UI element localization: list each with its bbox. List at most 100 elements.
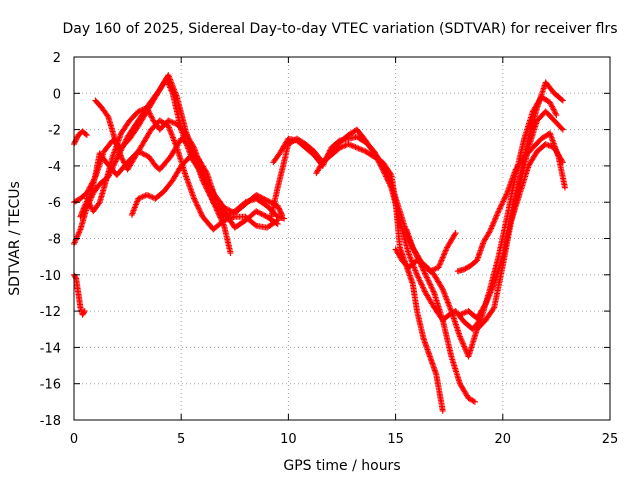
y-tick-label: 0 xyxy=(53,87,61,102)
data-point-marker xyxy=(424,275,431,282)
data-point-marker xyxy=(551,107,558,114)
data-point-marker xyxy=(255,209,262,216)
data-point-marker xyxy=(265,198,272,205)
data-point-marker xyxy=(203,168,210,175)
data-point-marker xyxy=(500,197,507,204)
data-point-marker xyxy=(193,199,200,206)
data-point-marker xyxy=(135,108,142,115)
data-point-marker xyxy=(436,263,443,270)
data-point-marker xyxy=(194,202,201,209)
data-point-marker xyxy=(377,162,384,169)
data-point-marker xyxy=(374,157,381,164)
data-point-marker xyxy=(425,278,432,285)
y-tick-label: -18 xyxy=(40,414,61,429)
data-point-marker xyxy=(483,299,490,306)
data-point-marker xyxy=(423,274,430,281)
data-point-marker xyxy=(442,248,449,255)
data-point-marker xyxy=(488,223,495,230)
data-point-marker xyxy=(165,117,172,124)
data-point-marker xyxy=(462,346,469,353)
data-point-marker xyxy=(430,288,437,295)
data-point-marker xyxy=(553,112,560,119)
data-point-marker xyxy=(427,282,434,289)
data-point-marker xyxy=(548,102,555,109)
data-point-marker xyxy=(443,246,450,253)
y-axis-label: SDTVAR / TECUs xyxy=(7,181,23,296)
data-point-marker xyxy=(458,336,465,343)
data-point-marker xyxy=(458,337,465,344)
data-point-marker xyxy=(95,200,102,207)
data-point-marker xyxy=(490,219,497,226)
data-point-marker xyxy=(545,142,552,149)
data-point-marker xyxy=(559,159,566,166)
data-point-marker xyxy=(211,201,218,208)
data-point-marker xyxy=(429,266,436,273)
y-tick-label: -4 xyxy=(48,160,61,175)
data-point-marker xyxy=(489,285,496,292)
data-point-marker xyxy=(168,118,175,125)
data-point-marker xyxy=(341,142,348,149)
data-point-marker xyxy=(139,106,146,113)
data-point-marker xyxy=(342,142,349,149)
data-point-marker xyxy=(420,267,427,274)
data-point-marker xyxy=(83,132,90,139)
data-point-marker xyxy=(171,119,178,126)
data-point-marker xyxy=(459,339,466,346)
data-point-marker xyxy=(421,287,428,294)
data-point-marker xyxy=(195,203,202,210)
data-point-marker xyxy=(486,290,493,297)
data-point-marker xyxy=(385,179,392,186)
data-point-marker xyxy=(136,107,143,114)
data-point-marker xyxy=(486,229,493,236)
data-point-marker xyxy=(442,247,449,254)
data-point-marker xyxy=(376,161,383,168)
data-point-marker xyxy=(275,204,282,211)
data-series xyxy=(128,153,219,218)
data-point-marker xyxy=(429,287,436,294)
data-point-marker xyxy=(348,142,355,149)
data-point-marker xyxy=(169,119,176,126)
data-point-marker xyxy=(498,202,505,209)
data-point-marker xyxy=(146,109,153,116)
data-point-marker xyxy=(421,270,428,277)
data-point-marker xyxy=(216,211,223,218)
data-point-marker xyxy=(118,153,125,160)
data-point-marker xyxy=(87,202,94,209)
data-point-marker xyxy=(257,210,264,217)
data-point-marker xyxy=(439,255,446,262)
data-point-marker xyxy=(461,343,468,350)
data-point-marker xyxy=(502,192,509,199)
data-point-marker xyxy=(354,144,361,151)
data-point-marker xyxy=(491,218,498,225)
data-point-marker xyxy=(387,183,394,190)
data-point-marker xyxy=(437,260,444,267)
chart-title: Day 160 of 2025, Sidereal Day-to-day VTE… xyxy=(62,21,617,37)
data-point-marker xyxy=(457,334,464,341)
data-point-marker xyxy=(273,218,280,225)
data-point-marker xyxy=(419,282,426,289)
y-tick-label: -8 xyxy=(48,233,61,248)
data-point-marker xyxy=(81,308,88,315)
data-point-marker xyxy=(119,156,126,163)
data-point-marker xyxy=(166,118,173,125)
data-point-marker xyxy=(435,264,442,271)
data-point-marker xyxy=(356,145,363,152)
data-point-marker xyxy=(485,293,492,300)
data-point-marker xyxy=(71,139,78,146)
data-point-marker xyxy=(440,253,447,260)
data-point-marker xyxy=(420,285,427,292)
data-point-marker xyxy=(552,110,559,117)
data-series xyxy=(270,133,478,405)
data-point-marker xyxy=(254,208,261,215)
data-point-marker xyxy=(145,192,152,199)
data-point-marker xyxy=(441,250,448,257)
data-point-marker xyxy=(414,271,421,278)
data-point-marker xyxy=(487,289,494,296)
data-point-marker xyxy=(488,225,495,232)
data-point-marker xyxy=(551,109,558,116)
data-point-marker xyxy=(121,160,128,167)
data-point-marker xyxy=(358,146,365,153)
data-point-marker xyxy=(253,208,260,215)
data-point-marker xyxy=(495,208,502,215)
